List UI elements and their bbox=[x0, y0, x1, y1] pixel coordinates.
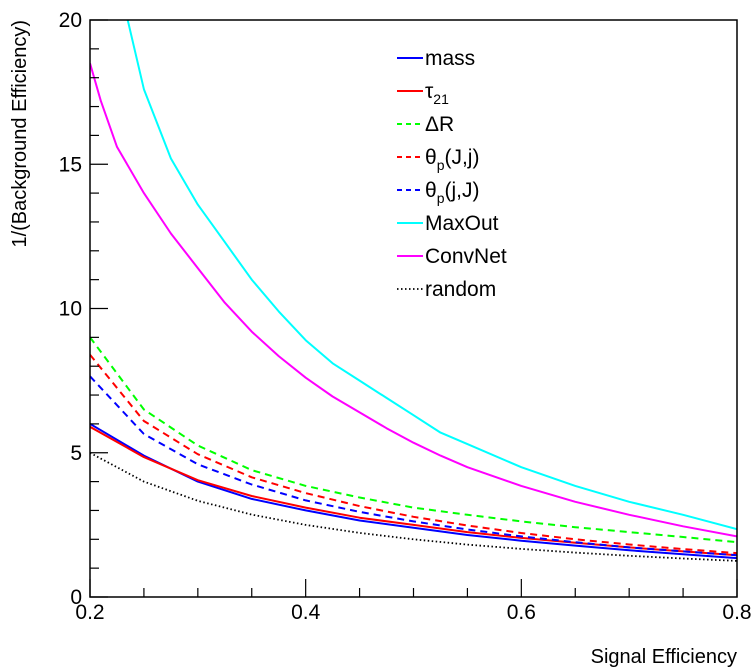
y-tick-label: 10 bbox=[59, 298, 82, 321]
x-tick-label: 0.6 bbox=[507, 601, 536, 624]
legend-label-2: ΔR bbox=[425, 113, 454, 136]
x-axis-title: Signal Efficiency bbox=[591, 646, 737, 668]
series-line-3 bbox=[90, 354, 737, 555]
legend-label-6: ConvNet bbox=[425, 245, 507, 268]
series-line-2 bbox=[90, 336, 737, 544]
legend-label-0: mass bbox=[425, 47, 475, 70]
series-line-5 bbox=[126, 20, 737, 531]
y-tick-label: 20 bbox=[59, 9, 82, 32]
y-tick-label: 0 bbox=[70, 586, 82, 609]
y-tick-label: 5 bbox=[70, 442, 82, 465]
series-layer bbox=[90, 20, 737, 562]
series-line-4 bbox=[90, 375, 737, 557]
y-axis-title: 1/(Background Efficiency) bbox=[9, 20, 31, 248]
legend-label-5: MaxOut bbox=[425, 212, 499, 235]
x-tick-label: 0.4 bbox=[291, 601, 321, 624]
legend: mass τ21 ΔR θp(J,j) θp(j,J) MaxOut ConvNet rand… bbox=[397, 47, 507, 301]
series-line-1 bbox=[90, 425, 737, 557]
axes-layer: 0.2 0.4 0.6 0.8 0 5 10 15 20 bbox=[59, 9, 752, 624]
legend-label-4: θp(j,J) bbox=[425, 179, 479, 206]
legend-label-7: random bbox=[425, 278, 496, 301]
legend-label-3: θp(J,j) bbox=[425, 146, 479, 173]
plot-frame bbox=[89, 19, 738, 598]
y-tick-label: 15 bbox=[59, 153, 82, 176]
x-tick-label: 0.8 bbox=[722, 601, 751, 624]
series-line-6 bbox=[90, 63, 737, 538]
legend-label-1: τ21 bbox=[425, 80, 449, 107]
x-tick-label: 0.2 bbox=[75, 601, 104, 624]
series-line-0 bbox=[90, 423, 737, 560]
